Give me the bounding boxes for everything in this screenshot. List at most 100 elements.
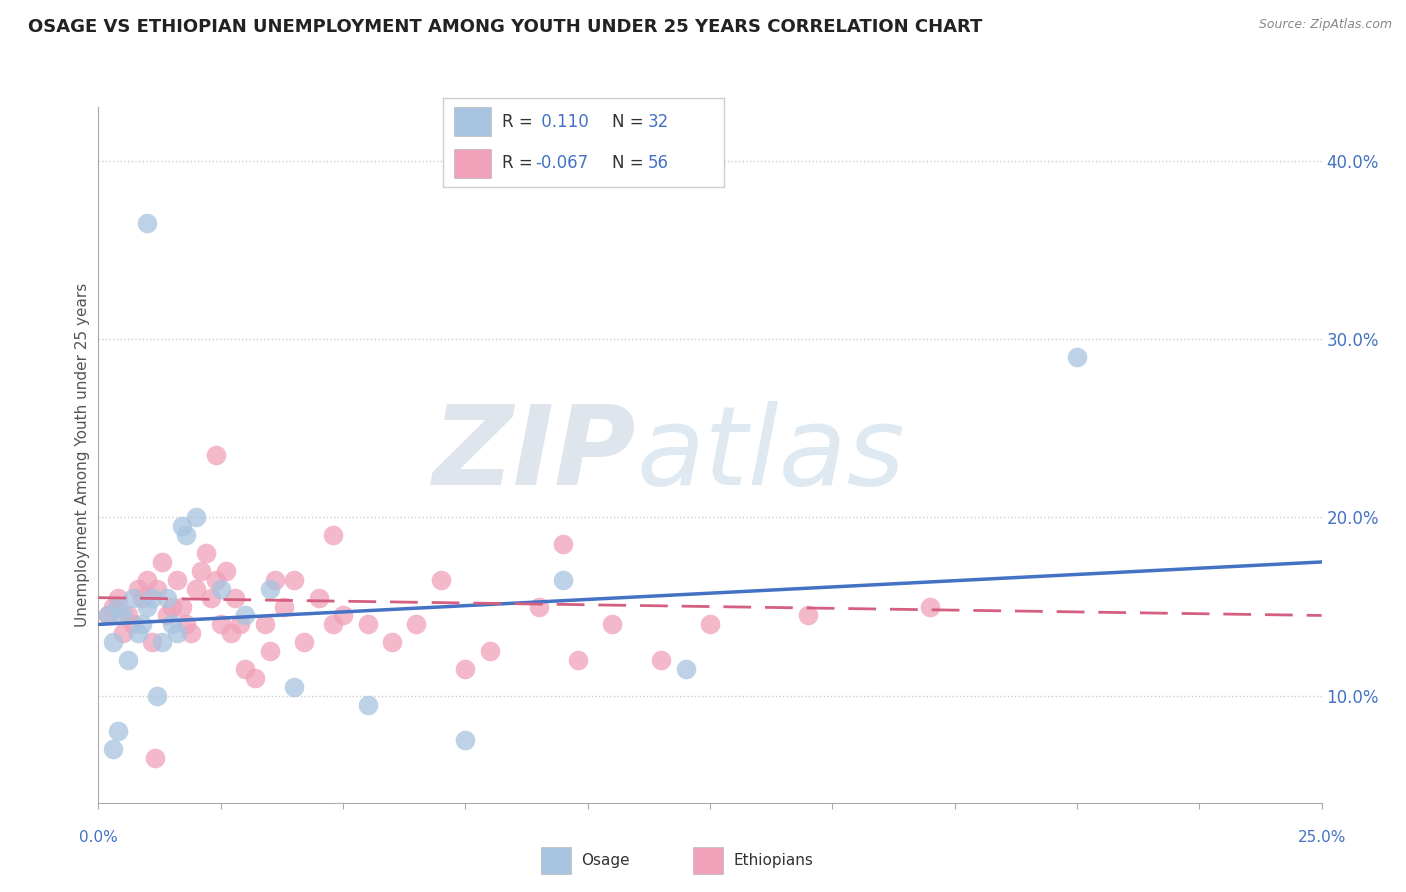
Point — [283, 680, 305, 694]
FancyBboxPatch shape — [443, 98, 724, 187]
Point — [101, 742, 124, 756]
Point — [283, 573, 305, 587]
Point — [650, 653, 672, 667]
Point — [214, 564, 236, 578]
Point — [478, 644, 501, 658]
Point — [131, 591, 153, 605]
Point — [675, 662, 697, 676]
Point — [292, 635, 315, 649]
Point — [430, 573, 453, 587]
Point — [356, 698, 378, 712]
Point — [699, 617, 721, 632]
Point — [143, 751, 166, 765]
Point — [186, 510, 208, 524]
Point — [150, 555, 173, 569]
Point — [156, 608, 179, 623]
Bar — [454, 149, 491, 178]
Point — [160, 599, 183, 614]
Point — [117, 608, 139, 623]
Text: OSAGE VS ETHIOPIAN UNEMPLOYMENT AMONG YOUTH UNDER 25 YEARS CORRELATION CHART: OSAGE VS ETHIOPIAN UNEMPLOYMENT AMONG YO… — [28, 18, 983, 36]
Point — [600, 617, 623, 632]
Text: atlas: atlas — [637, 401, 905, 508]
Text: R =: R = — [502, 154, 538, 172]
Bar — [541, 847, 571, 874]
Point — [107, 599, 129, 614]
Point — [920, 599, 942, 614]
Point — [111, 608, 134, 623]
Point — [101, 599, 124, 614]
Point — [136, 216, 159, 230]
Point — [253, 617, 276, 632]
Point — [224, 591, 246, 605]
Bar — [454, 107, 491, 136]
Text: ZIP: ZIP — [433, 401, 637, 508]
Point — [797, 608, 820, 623]
Point — [111, 626, 134, 640]
Point — [322, 831, 344, 846]
Point — [170, 519, 193, 533]
Text: Osage: Osage — [582, 854, 630, 868]
Point — [263, 573, 285, 587]
Point — [328, 805, 350, 819]
Text: N =: N = — [612, 113, 648, 131]
Point — [141, 635, 163, 649]
Text: -0.067: -0.067 — [536, 154, 589, 172]
Point — [332, 608, 354, 623]
Point — [121, 617, 143, 632]
Point — [209, 617, 232, 632]
Point — [160, 617, 183, 632]
Point — [322, 528, 344, 542]
Point — [200, 591, 222, 605]
Point — [454, 662, 477, 676]
Point — [176, 617, 198, 632]
Point — [127, 582, 149, 596]
Point — [1066, 350, 1088, 364]
Point — [527, 599, 550, 614]
Point — [166, 573, 188, 587]
Point — [243, 671, 266, 685]
Point — [229, 617, 252, 632]
Text: 32: 32 — [648, 113, 669, 131]
Point — [205, 448, 228, 462]
Point — [205, 573, 228, 587]
Point — [308, 591, 330, 605]
Point — [219, 626, 242, 640]
Text: 0.0%: 0.0% — [79, 830, 118, 845]
Point — [146, 582, 169, 596]
Point — [553, 537, 575, 551]
Point — [117, 653, 139, 667]
Text: Source: ZipAtlas.com: Source: ZipAtlas.com — [1258, 18, 1392, 31]
Text: N =: N = — [612, 154, 648, 172]
Point — [322, 617, 344, 632]
Text: 0.110: 0.110 — [536, 113, 589, 131]
Text: 56: 56 — [648, 154, 669, 172]
Point — [567, 653, 589, 667]
Text: Ethiopians: Ethiopians — [734, 854, 813, 868]
Point — [127, 626, 149, 640]
Point — [150, 635, 173, 649]
Point — [176, 528, 198, 542]
Point — [136, 573, 159, 587]
Point — [195, 546, 218, 560]
Point — [97, 608, 120, 623]
Point — [131, 617, 153, 632]
Point — [107, 724, 129, 739]
Point — [233, 608, 256, 623]
Point — [381, 635, 404, 649]
Point — [209, 582, 232, 596]
Point — [101, 635, 124, 649]
Text: 25.0%: 25.0% — [1298, 830, 1346, 845]
Point — [121, 591, 143, 605]
Point — [186, 582, 208, 596]
Bar — [693, 847, 723, 874]
Point — [553, 573, 575, 587]
Point — [273, 599, 295, 614]
Point — [259, 644, 281, 658]
Point — [356, 617, 378, 632]
Point — [146, 689, 169, 703]
Point — [190, 564, 212, 578]
Point — [405, 617, 427, 632]
Point — [170, 599, 193, 614]
Y-axis label: Unemployment Among Youth under 25 years: Unemployment Among Youth under 25 years — [75, 283, 90, 627]
Point — [156, 591, 179, 605]
